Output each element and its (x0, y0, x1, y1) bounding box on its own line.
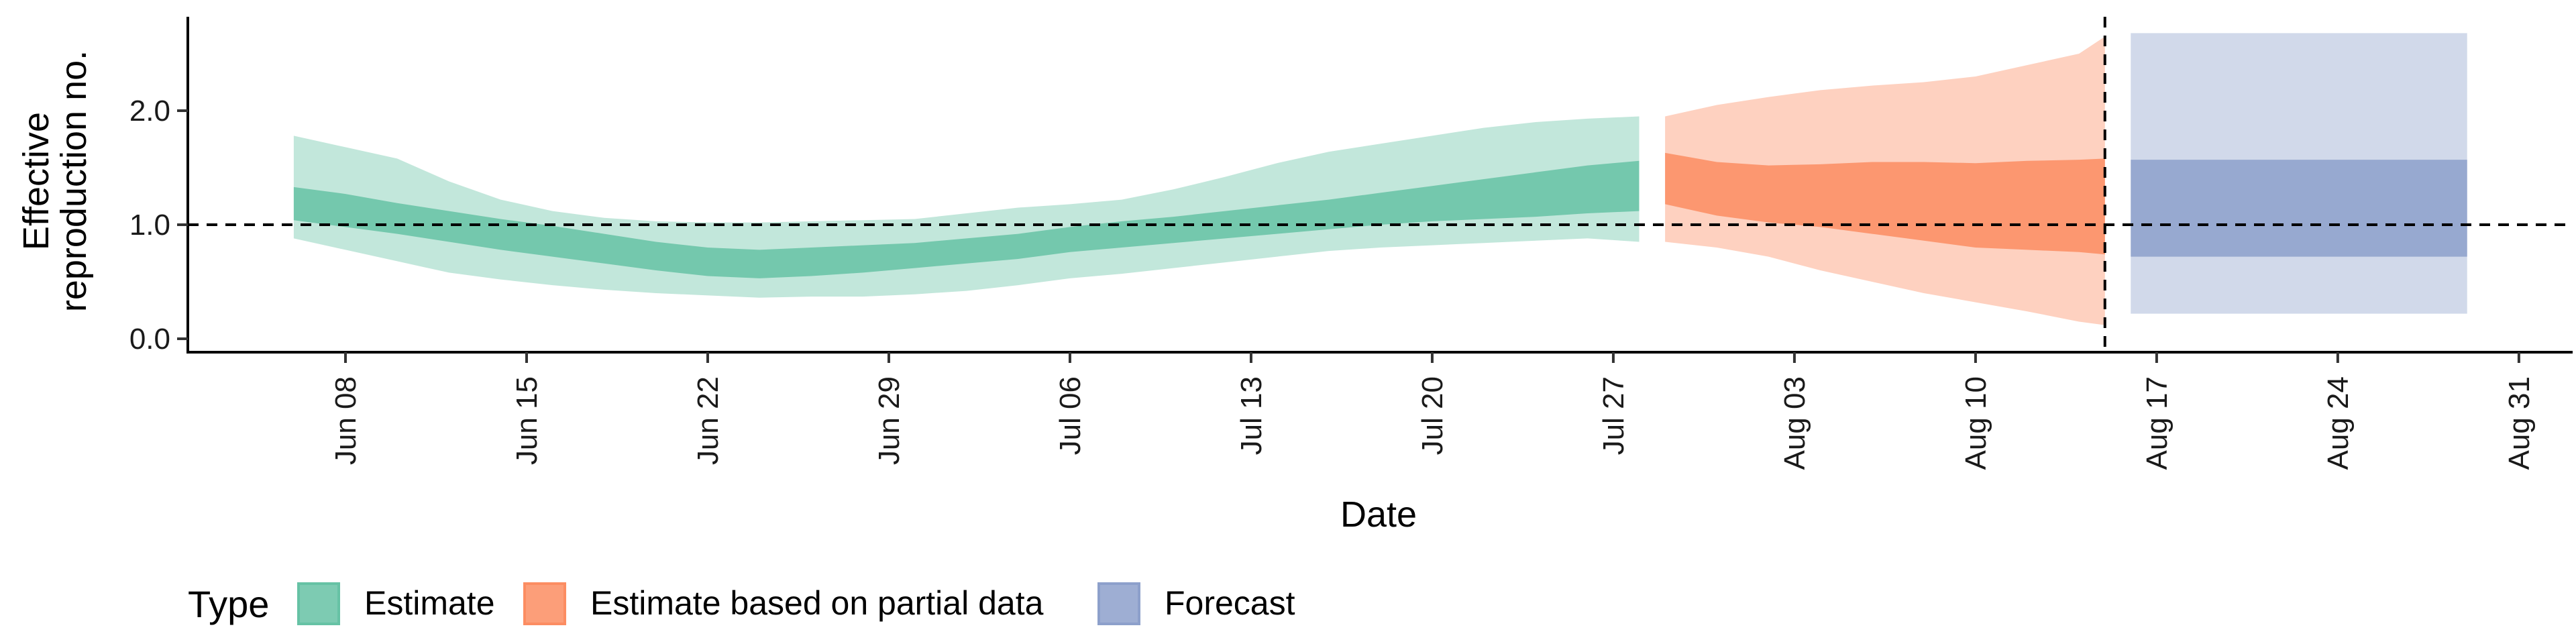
legend-label-estimate-based-on-partial-data: Estimate based on partial data (590, 584, 1044, 622)
y-tick-label: 0.0 (129, 323, 170, 356)
y-tick-label: 1.0 (129, 209, 170, 241)
legend-label-forecast: Forecast (1165, 584, 1295, 622)
band-50-estimate (293, 160, 1640, 278)
series-bands (293, 33, 2467, 325)
x-tick-label: Aug 31 (2503, 376, 2536, 470)
legend-label-estimate: Estimate (364, 584, 495, 622)
reference-lines (188, 17, 2573, 352)
x-tick-label: Aug 24 (2322, 376, 2355, 470)
y-tick-label: 2.0 (129, 95, 170, 127)
band-50-estimate-based-on-partial-data (1665, 152, 2105, 255)
y-axis-title-line: Effective (16, 112, 56, 250)
x-tick-label: Jun 22 (692, 376, 724, 465)
legend-title: Type (188, 583, 269, 625)
x-tick-label: Jun 29 (873, 376, 906, 465)
x-tick-label: Jul 06 (1054, 376, 1087, 455)
x-tick-label: Jul 20 (1416, 376, 1449, 455)
legend-key-estimate-based-on-partial-data (523, 582, 566, 625)
x-axis-title: Date (1340, 494, 1417, 535)
x-tick-label: Jun 15 (511, 376, 543, 465)
band-50-forecast (2131, 160, 2467, 257)
legend-key-forecast (1097, 582, 1140, 625)
x-tick-label: Jul 27 (1597, 376, 1630, 455)
x-tick-label: Aug 03 (1778, 376, 1811, 470)
x-tick-label: Jun 08 (329, 376, 362, 465)
legend-key-estimate (297, 582, 340, 625)
x-tick-label: Aug 17 (2141, 376, 2174, 470)
legend: Type Estimate Estimate based on partial da… (188, 582, 1295, 625)
x-tick-label: Jul 13 (1235, 376, 1268, 455)
y-axis-title-line: reproduction no. (54, 50, 94, 312)
axes: 0.0 1.0 2.0 Jun 08 Jun 15 Jun 22 Jun 29 Jul 06 J… (16, 17, 2573, 535)
x-tick-label: Aug 10 (1960, 376, 1992, 470)
